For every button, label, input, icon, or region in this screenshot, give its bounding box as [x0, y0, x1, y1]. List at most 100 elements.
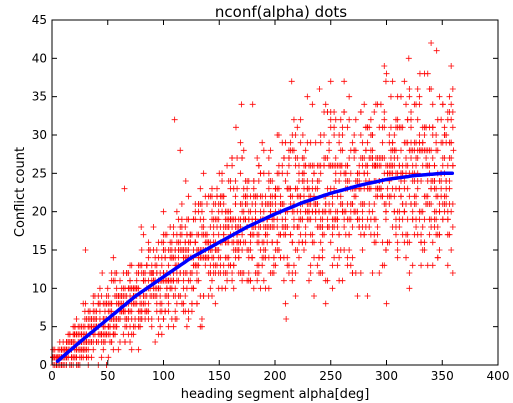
scatter-point [209, 185, 216, 192]
scatter-point [163, 231, 170, 238]
scatter-point [127, 339, 134, 345]
scatter-point [240, 147, 247, 154]
scatter-point [284, 170, 291, 177]
scatter-point [252, 201, 259, 207]
scatter-point [443, 132, 450, 138]
scatter-point [444, 262, 451, 269]
scatter-point [294, 185, 301, 192]
scatter-point [394, 155, 401, 161]
scatter-point [394, 93, 401, 100]
scatter-point [90, 346, 97, 353]
scatter-point [424, 70, 431, 77]
scatter-point [406, 239, 413, 246]
scatter-point [203, 201, 210, 207]
scatter-point [265, 155, 272, 161]
scatter-point [250, 185, 257, 192]
scatter-point [280, 277, 287, 284]
scatter-point [138, 224, 145, 230]
scatter-point [202, 262, 209, 269]
scatter-point [349, 254, 356, 261]
scatter-point [157, 323, 164, 330]
scatter-point [359, 139, 366, 146]
scatter-point [413, 193, 420, 200]
scatter-point [389, 78, 396, 85]
scatter-point [117, 316, 124, 322]
scatter-point [391, 193, 398, 200]
scatter-point [359, 247, 366, 253]
scatter-point [175, 277, 182, 284]
scatter-point [416, 132, 423, 138]
scatter-point [309, 231, 316, 238]
scatter-point [239, 247, 246, 253]
scatter-point [198, 201, 205, 207]
scatter-point [295, 224, 302, 230]
scatter-point [309, 101, 316, 108]
scatter-point [198, 323, 205, 330]
scatter-point [361, 231, 368, 238]
scatter-point [367, 185, 374, 192]
scatter-points [50, 40, 457, 368]
scatter-point [307, 270, 314, 276]
scatter-point [416, 93, 423, 100]
scatter-point [327, 239, 334, 246]
scatter-point [178, 201, 185, 207]
scatter-point [383, 300, 390, 307]
scatter-point [127, 277, 134, 284]
scatter-point [312, 139, 319, 146]
scatter-point [371, 201, 378, 207]
scatter-point [255, 270, 262, 276]
scatter-point [269, 239, 276, 246]
scatter-point [337, 116, 344, 123]
scatter-point [449, 86, 456, 92]
scatter-point [277, 193, 284, 200]
scatter-point [438, 116, 445, 123]
scatter-point [216, 170, 223, 177]
scatter-point [329, 285, 336, 292]
y-tick-label: 20 [32, 205, 47, 219]
scatter-point [448, 139, 455, 146]
scatter-point [108, 300, 115, 307]
scatter-point [197, 185, 204, 192]
scatter-point [193, 247, 200, 253]
scatter-point [446, 178, 453, 184]
scatter-point [332, 155, 339, 161]
scatter-point [110, 346, 117, 353]
scatter-point [98, 293, 105, 299]
scatter-point [255, 178, 262, 184]
scatter-point [195, 277, 202, 284]
scatter-point [406, 193, 413, 200]
scatter-point [369, 270, 376, 276]
scatter-point [339, 124, 346, 131]
scatter-point [282, 178, 289, 184]
scatter-point [381, 63, 388, 69]
scatter-point [274, 216, 281, 223]
scatter-point [307, 139, 314, 146]
scatter-point [232, 178, 239, 184]
scatter-point [297, 116, 304, 123]
scatter-point [220, 231, 227, 238]
scatter-point [381, 116, 388, 123]
scatter-point [229, 270, 236, 276]
scatter-point [237, 139, 244, 146]
scatter-point [105, 354, 112, 361]
scatter-point [346, 155, 353, 161]
scatter-point [287, 139, 294, 146]
scatter-point [234, 155, 241, 161]
scatter-point [433, 185, 440, 192]
scatter-point [436, 208, 443, 215]
scatter-point [336, 231, 343, 238]
scatter-point [188, 231, 195, 238]
scatter-point [272, 262, 279, 269]
scatter-point [349, 201, 356, 207]
y-axis-title: Conflict count [13, 147, 28, 237]
scatter-point [244, 201, 251, 207]
scatter-point [160, 239, 167, 246]
scatter-point [110, 254, 117, 261]
y-tick-label: 5 [39, 320, 47, 334]
scatter-point [210, 254, 217, 261]
scatter-point [122, 339, 129, 345]
scatter-point [346, 231, 353, 238]
scatter-point [130, 331, 137, 338]
scatter-point [383, 70, 390, 77]
scatter-point [282, 139, 289, 146]
